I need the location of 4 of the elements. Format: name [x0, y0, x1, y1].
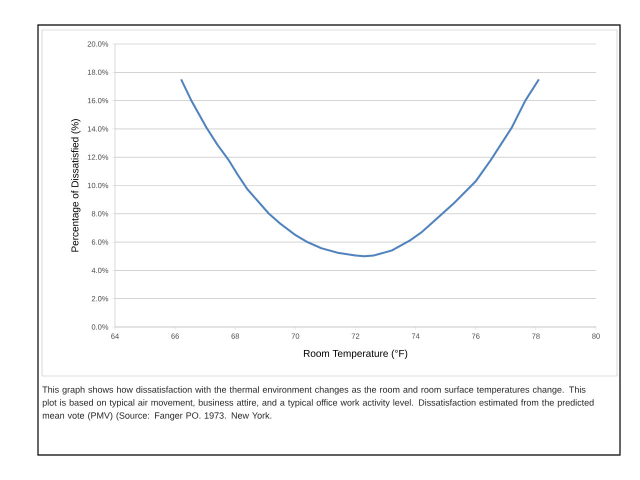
text: This graph shows how dissatisfaction with the thermal environment changes as the room and room surface temperatures change. This plot is based on typical air movement, business attire, and a typical office work activity level. Dissatisfaction estimated from the predicted mean vote (PMV) (Source: Fanger PO. 1973. New York. [42, 386, 594, 420]
x-axis-title: Room Temperature (°F) [304, 350, 408, 359]
y-axis-title: Percentage of Dissatisfied (%) [71, 119, 80, 252]
line-series [180, 78, 540, 258]
